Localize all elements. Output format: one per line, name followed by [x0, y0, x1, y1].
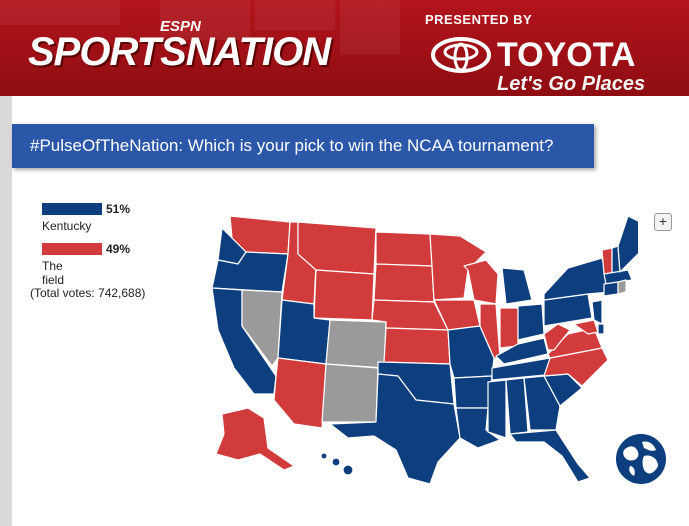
state-in[interactable] [499, 307, 519, 349]
kentucky-swatch [42, 203, 102, 215]
header-decor [340, 0, 400, 55]
state-vt[interactable] [601, 247, 613, 275]
sportsnation-logo[interactable]: SPORTSNATION [28, 30, 331, 74]
header-decor [160, 0, 250, 40]
field-swatch [42, 243, 102, 255]
state-nv[interactable] [241, 289, 283, 367]
state-ak[interactable] [215, 407, 295, 471]
state-oh[interactable] [517, 303, 545, 341]
sponsor-tagline: Let's Go Places [497, 73, 646, 95]
state-az[interactable] [273, 357, 327, 429]
state-tx[interactable] [329, 373, 461, 485]
state-de[interactable] [597, 323, 605, 335]
state-ky[interactable] [495, 337, 549, 365]
state-wv[interactable] [543, 323, 571, 351]
state-ct[interactable] [603, 281, 619, 297]
state-hi[interactable] [320, 452, 328, 460]
state-ms[interactable] [487, 379, 507, 439]
globe-icon[interactable] [614, 432, 668, 486]
state-fl[interactable] [509, 429, 591, 483]
state-me[interactable] [617, 215, 638, 273]
state-ri[interactable] [617, 279, 627, 295]
toyota-logo[interactable]: TOYOTA [497, 36, 636, 74]
state-ny[interactable] [543, 257, 611, 301]
kentucky-label: Kentucky [42, 219, 92, 233]
zoom-in-button[interactable]: + [654, 213, 672, 231]
question-banner: #PulseOfTheNation: Which is your pick to… [12, 124, 594, 168]
toyota-emblem-icon [431, 37, 491, 73]
state-hi[interactable] [342, 464, 354, 476]
state-mn[interactable] [429, 233, 487, 301]
state-sd[interactable] [373, 263, 435, 303]
presented-by-label: PRESENTED BY [425, 12, 533, 27]
us-vote-map[interactable] [198, 208, 638, 488]
field-label: The field [42, 259, 65, 287]
state-mi[interactable] [501, 267, 533, 305]
state-hi[interactable] [331, 457, 341, 467]
espn-logo: ESPN [160, 18, 201, 35]
kentucky-percent: 51% [106, 202, 131, 216]
state-nm[interactable] [321, 363, 379, 423]
state-ks[interactable] [383, 327, 451, 365]
left-frame [0, 96, 12, 526]
total-votes: (Total votes: 742,688) [30, 286, 146, 300]
header-decor [0, 0, 120, 25]
state-ar[interactable] [453, 375, 493, 409]
header-decor [255, 0, 335, 30]
poll-question: #PulseOfTheNation: Which is your pick to… [30, 136, 554, 155]
state-nd[interactable] [375, 231, 433, 267]
field-percent: 49% [106, 242, 131, 256]
state-il[interactable] [479, 303, 501, 359]
state-co[interactable] [325, 319, 387, 369]
state-wi[interactable] [463, 259, 499, 305]
sportsnation-header: ESPN SPORTSNATION PRESENTED BY TOYOTA Le… [0, 0, 689, 96]
state-wy[interactable] [313, 269, 375, 321]
